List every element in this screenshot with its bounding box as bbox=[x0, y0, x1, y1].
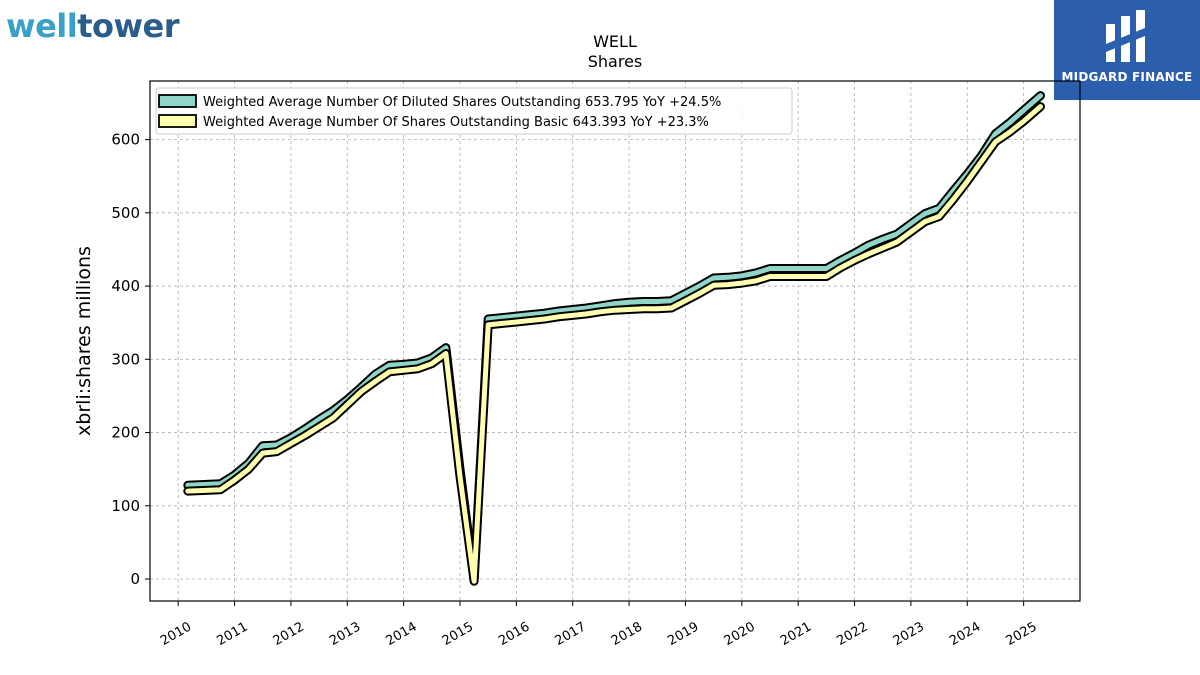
chart-title: WELL bbox=[593, 32, 637, 51]
logo-text-part2: tower bbox=[77, 7, 180, 45]
x-tick-label: 2025 bbox=[1003, 619, 1039, 649]
legend-swatch-1 bbox=[158, 94, 197, 108]
x-tick-label: 2019 bbox=[665, 619, 701, 649]
x-tick-label: 2018 bbox=[609, 619, 645, 649]
y-tick-label: 500 bbox=[111, 204, 140, 222]
series-line-outline-2 bbox=[183, 102, 1045, 586]
y-tick-label: 100 bbox=[111, 497, 140, 515]
x-tick-label: 2024 bbox=[947, 619, 983, 649]
midgard-mark-icon bbox=[1106, 10, 1145, 62]
x-tick-label: 2011 bbox=[214, 619, 250, 649]
x-tick-label: 2017 bbox=[553, 619, 589, 649]
logo-text-part1: well bbox=[6, 7, 78, 45]
x-tick-label: 2020 bbox=[722, 619, 758, 649]
y-tick-label: 0 bbox=[130, 570, 140, 588]
y-tick-label: 400 bbox=[111, 277, 140, 295]
series-lines bbox=[183, 91, 1045, 586]
legend-swatch-2 bbox=[158, 114, 197, 128]
chart-subtitle: Shares bbox=[587, 52, 643, 71]
y-tick-label: 600 bbox=[111, 131, 140, 149]
welltower-logo: welltower bbox=[6, 6, 180, 46]
x-tick-label: 2022 bbox=[834, 619, 870, 649]
midgard-brand-text: MIDGARD FINANCE bbox=[1061, 70, 1193, 84]
y-axis-label: xbrli:shares millions bbox=[73, 246, 95, 436]
series-line-outline-1 bbox=[183, 91, 1045, 584]
x-tick-label: 2013 bbox=[327, 619, 363, 649]
x-tick-label: 2023 bbox=[891, 619, 927, 649]
x-tick-label: 2015 bbox=[440, 619, 476, 649]
x-tick-label: 2016 bbox=[496, 619, 532, 649]
x-tick-label: 2014 bbox=[383, 619, 419, 649]
x-axis-ticks: 2010 2011 2012 2013 2014 2015 2016 2017 2018 2019… bbox=[158, 601, 1040, 649]
legend-label-1: Weighted Average Number Of Diluted Share… bbox=[203, 95, 721, 110]
legend-label-2: Weighted Average Number Of Shares Outsta… bbox=[203, 115, 709, 130]
legend-box bbox=[155, 87, 793, 135]
x-tick-label: 2021 bbox=[778, 619, 814, 649]
y-tick-label: 300 bbox=[111, 350, 140, 368]
y-tick-label: 200 bbox=[111, 424, 140, 442]
x-tick-label: 2012 bbox=[271, 619, 307, 649]
midgard-finance-logo: MIDGARD FINANCE bbox=[1054, 0, 1200, 100]
plot-frame bbox=[149, 80, 1081, 602]
x-tick-label: 2010 bbox=[158, 619, 194, 649]
grid-lines bbox=[150, 81, 1080, 601]
series-line-2 bbox=[185, 104, 1043, 584]
legend: Weighted Average Number Of Diluted Share… bbox=[155, 87, 793, 135]
series-line-1 bbox=[185, 93, 1043, 582]
y-axis-ticks: 0 100 200 300 400 500 600 bbox=[111, 131, 150, 588]
